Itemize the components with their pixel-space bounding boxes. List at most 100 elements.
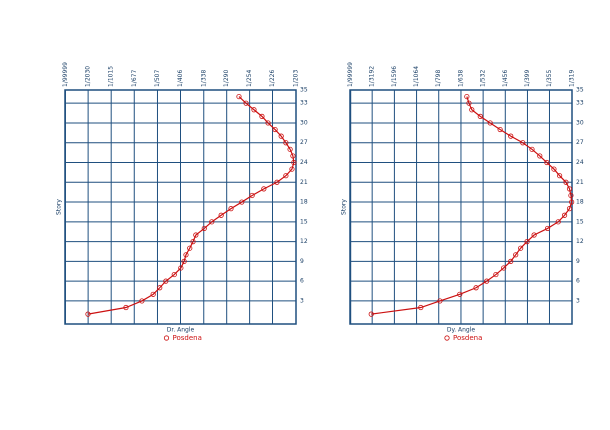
data-point [487, 120, 493, 126]
data-point [272, 126, 278, 133]
x-tick-label: 1/1015 [108, 66, 115, 87]
y-tick-label: 6 [576, 278, 580, 285]
data-point [228, 206, 234, 212]
series-line [371, 96, 573, 315]
y-tick-label: 12 [300, 238, 308, 245]
data-point [529, 146, 535, 152]
y-tick-label: 21 [300, 179, 308, 186]
x-tick-label: 1/456 [502, 70, 509, 87]
y-tick-label: 33 [300, 100, 308, 107]
data-point [183, 252, 189, 258]
y-tick-label: 12 [576, 238, 584, 245]
data-point [171, 271, 177, 278]
data-point [261, 186, 267, 192]
x-tick-label: 1/254 [246, 70, 253, 87]
x-tick-label: 1/99999 [62, 62, 69, 87]
data-point [209, 219, 215, 225]
y-tick-label: 24 [576, 159, 584, 166]
x-tick-label: 1/507 [154, 70, 161, 87]
x-tick-label: 1/677 [131, 70, 138, 87]
data-point [243, 100, 249, 106]
y-tick-label: 35 [300, 87, 308, 94]
legend-label: Posdena [453, 334, 482, 342]
x-tick-label: 1/532 [480, 70, 487, 87]
data-point [561, 212, 568, 218]
data-point [181, 258, 187, 264]
x-axis-label: Dy. Angle [447, 327, 476, 334]
data-point [437, 298, 443, 304]
data-point [518, 245, 524, 251]
y-tick-label: 15 [300, 218, 308, 225]
data-point [251, 107, 257, 113]
data-point [566, 206, 573, 212]
data-point [290, 153, 296, 159]
data-point [259, 113, 265, 119]
data-point [139, 298, 145, 304]
y-tick-label: 9 [300, 258, 304, 265]
data-point [283, 140, 289, 146]
data-point [163, 278, 169, 284]
y-tick-label: 27 [300, 139, 308, 146]
y-tick-label: 24 [300, 159, 308, 166]
data-point [287, 146, 293, 152]
data-point [289, 166, 295, 172]
x-tick-label: 1/319 [569, 70, 576, 87]
y-tick-label: 15 [576, 218, 584, 225]
y-tick-label: 3 [576, 297, 580, 304]
data-point [531, 232, 537, 238]
data-point [537, 153, 543, 159]
data-point [493, 271, 499, 278]
data-point [551, 166, 557, 172]
y-tick-label: 18 [576, 199, 584, 206]
x-tick-label: 1/638 [457, 70, 464, 87]
data-point [555, 219, 561, 225]
data-point [557, 173, 563, 179]
data-point [566, 186, 573, 192]
x-tick-label: 1/2030 [85, 66, 92, 87]
x-tick-label: 1/399 [524, 70, 531, 87]
y-tick-label: 21 [576, 179, 584, 186]
data-point [85, 311, 91, 317]
series-line [87, 96, 295, 315]
data-point [524, 239, 530, 245]
data-point [513, 252, 519, 258]
data-point [466, 100, 472, 106]
y-tick-label: 35 [576, 87, 584, 94]
y-tick-label: 27 [576, 139, 584, 146]
data-point [473, 285, 479, 291]
y-axis-label: Story [341, 199, 348, 215]
x-axis-label: Dr. Angle [167, 327, 195, 334]
data-point [520, 140, 526, 146]
x-tick-label: 1/355 [546, 70, 553, 87]
x-tick-label: 1/99999 [347, 62, 354, 87]
data-point [187, 245, 193, 251]
data-point [508, 258, 514, 264]
x-tick-label: 1/3192 [369, 66, 376, 87]
data-point [249, 192, 255, 199]
y-tick-label: 9 [576, 258, 580, 265]
data-point [178, 265, 184, 271]
x-tick-label: 1/226 [269, 70, 276, 87]
legend-marker [163, 335, 170, 341]
data-point [218, 212, 224, 218]
data-point [368, 311, 374, 317]
y-tick-label: 3 [300, 297, 304, 304]
legend-marker [444, 335, 450, 341]
data-point [544, 225, 551, 232]
y-tick-label: 30 [300, 119, 308, 126]
data-point [239, 199, 245, 205]
data-point [418, 304, 424, 311]
x-tick-label: 1/1064 [413, 66, 420, 87]
data-point [150, 291, 156, 297]
data-point [283, 173, 289, 179]
data-point [568, 192, 574, 199]
data-point [201, 225, 207, 232]
data-point [501, 265, 507, 271]
data-point [508, 133, 514, 139]
data-point [236, 93, 242, 100]
data-point [469, 107, 475, 113]
data-point [291, 159, 297, 166]
data-point [457, 291, 463, 297]
data-point [464, 93, 470, 100]
